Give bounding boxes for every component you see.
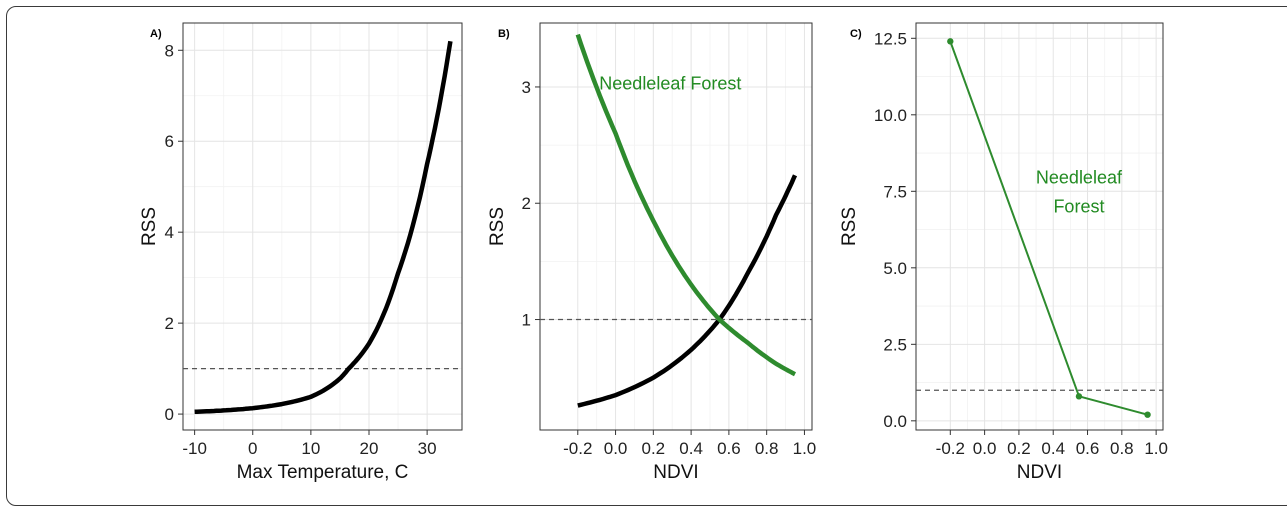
series-line-2 <box>575 33 797 377</box>
y-tick-label: 2.5 <box>883 335 907 354</box>
x-tick-label: 1.0 <box>1144 439 1168 458</box>
data-point <box>947 38 954 45</box>
panel-label: C) <box>850 28 862 40</box>
annotation-label: Needleleaf Forest <box>599 73 741 93</box>
annotation-label: Forest <box>1053 196 1104 216</box>
plot-area-border <box>539 22 813 431</box>
series-line-1 <box>949 41 1148 416</box>
panel-a: -10 0 10 20 30 0 2 4 6 8 Max Temperature, C RSS A) <box>139 22 463 483</box>
y-tick-label: 7.5 <box>883 182 907 201</box>
y-tick-label: 10.0 <box>874 106 907 125</box>
x-tick-label: -10 <box>182 439 207 458</box>
y-tick-label: 4 <box>165 223 174 242</box>
x-tick-label: 0.8 <box>755 439 779 458</box>
data-point <box>1144 411 1151 418</box>
data-point <box>1075 393 1083 400</box>
y-axis-label: RSS <box>487 207 508 246</box>
annotation-label: Needleleaf <box>1036 167 1123 187</box>
x-tick-label: 20 <box>360 439 379 458</box>
y-tick-label: 6 <box>165 132 174 151</box>
x-tick-label: 0.0 <box>973 439 997 458</box>
series-line-1 <box>577 174 798 408</box>
series-line-1 <box>194 40 453 415</box>
x-tick-label: 0.4 <box>1041 439 1065 458</box>
x-tick-label: 0.4 <box>679 439 703 458</box>
y-tick-label: 0.0 <box>883 412 907 431</box>
plot-area-border <box>915 22 1164 431</box>
y-tick-label: 12.5 <box>874 29 907 48</box>
panel-b: -0.2 0.0 0.2 0.4 0.6 0.8 1.0 1 2 3 NDVI RSS B) Needle… <box>487 22 817 483</box>
y-axis-label: RSS <box>139 207 160 246</box>
x-tick-label: 0.2 <box>642 439 666 458</box>
x-axis-label: Max Temperature, C <box>237 462 409 483</box>
x-tick-label: 0.0 <box>604 439 628 458</box>
figure-canvas: -10 0 10 20 30 0 2 4 6 8 Max Temperature, C RSS A) -0… <box>139 22 1168 483</box>
panel-label: B) <box>498 28 510 40</box>
y-tick-label: 3 <box>522 78 531 97</box>
plot-area-border <box>182 22 463 431</box>
x-tick-label: 30 <box>418 439 437 458</box>
x-tick-label: 10 <box>301 439 320 458</box>
y-tick-label: 2 <box>165 314 174 333</box>
x-tick-label: 0 <box>248 439 257 458</box>
y-tick-label: 8 <box>165 41 174 60</box>
x-tick-label: 0.8 <box>1110 439 1134 458</box>
x-axis-label: NDVI <box>1017 462 1062 483</box>
y-tick-label: 5.0 <box>883 259 907 278</box>
x-tick-label: 0.2 <box>1007 439 1031 458</box>
y-axis-label: RSS <box>839 207 860 246</box>
y-tick-label: 2 <box>522 194 531 213</box>
y-tick-label: 0 <box>165 405 174 424</box>
x-tick-label: 0.6 <box>717 439 741 458</box>
x-axis-label: NDVI <box>653 462 698 483</box>
panel-c: -0.2 0.0 0.2 0.4 0.6 0.8 1.0 0.0 2.5 5.0 7.5 10.0 12… <box>839 22 1168 483</box>
x-tick-label: -0.2 <box>936 439 965 458</box>
x-tick-label: -0.2 <box>563 439 592 458</box>
panel-label: A) <box>150 28 162 40</box>
x-tick-label: 0.6 <box>1076 439 1100 458</box>
x-tick-label: 1.0 <box>793 439 817 458</box>
y-tick-label: 1 <box>522 311 531 330</box>
